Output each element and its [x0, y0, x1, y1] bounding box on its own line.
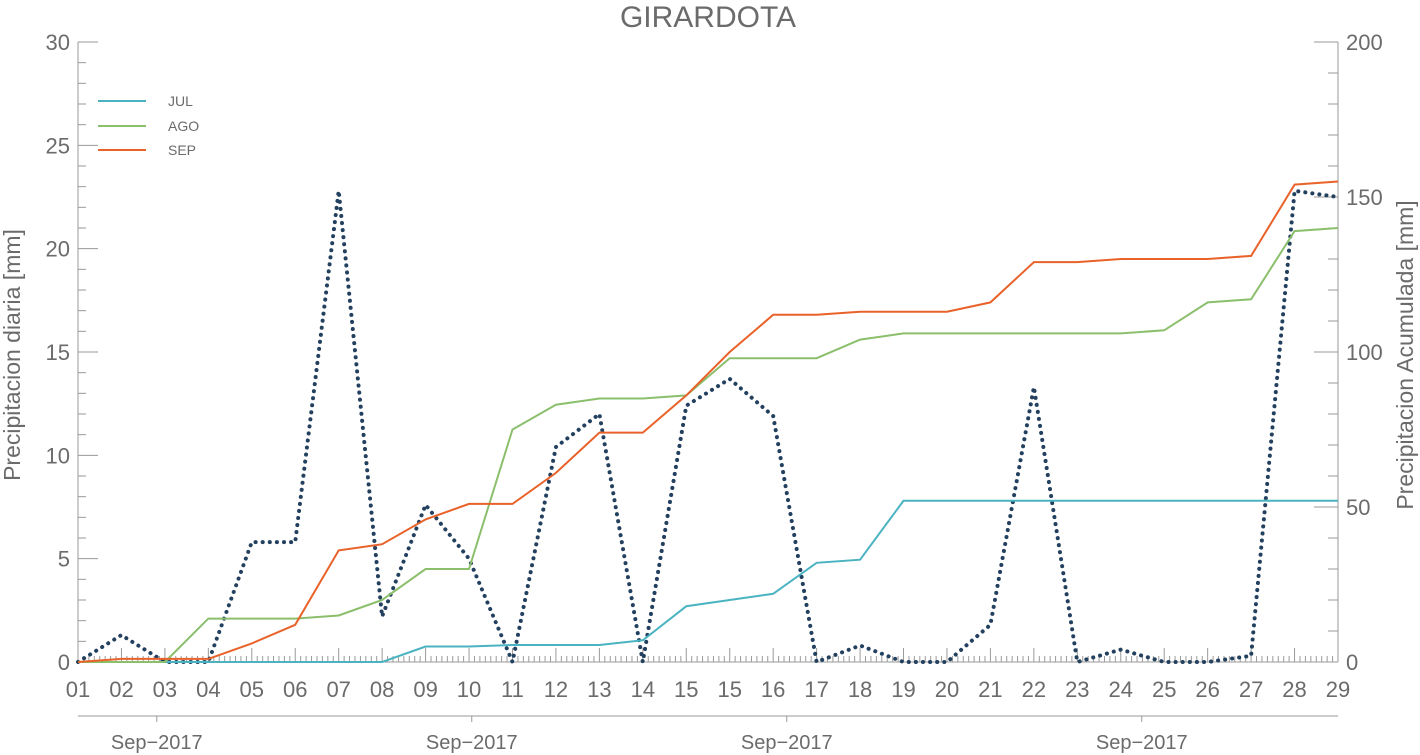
axes: [77, 41, 1339, 722]
y-right-tick-label: 200: [1346, 30, 1383, 55]
x-tick-label: 23: [1065, 677, 1089, 702]
x-month-label: Sep−2017: [426, 732, 518, 754]
x-tick-label: 28: [1282, 677, 1306, 702]
x-tick-label: 07: [326, 677, 350, 702]
y-right-tick-label: 100: [1346, 340, 1383, 365]
x-tick-label: 14: [631, 677, 655, 702]
series-line-sep: [77, 180, 1339, 663]
x-tick-label: 06: [283, 677, 307, 702]
legend-label-jul: JUL: [168, 93, 193, 109]
x-month-label: Sep−2017: [741, 732, 833, 754]
daily-precipitation-line: [76, 188, 1340, 669]
legend-label-ago: AGO: [168, 118, 199, 134]
x-tick-label: 15: [674, 677, 698, 702]
legend: JUL AGO SEP: [98, 93, 199, 158]
x-tick-label: 03: [153, 677, 177, 702]
y-left-tick-label: 30: [46, 30, 70, 55]
x-tick-label: 24: [1109, 677, 1133, 702]
y-axis-right-title: Precipitacion Acumulada [mm]: [1392, 200, 1418, 509]
x-tick-label: 16: [761, 677, 785, 702]
x-month-label: Sep−2017: [111, 732, 203, 754]
x-tick-label: 26: [1195, 677, 1219, 702]
y-left-tick-label: 15: [46, 340, 70, 365]
x-tick-label: 08: [370, 677, 394, 702]
x-tick-label: 18: [848, 677, 872, 702]
y-right-tick-label: 50: [1346, 495, 1370, 520]
x-tick-label: 27: [1239, 677, 1263, 702]
x-tick-label: 20: [935, 677, 959, 702]
y-right-tick-label: 0: [1346, 650, 1358, 675]
y-left-tick-label: 25: [46, 133, 70, 158]
x-tick-label: 09: [413, 677, 437, 702]
x-tick-label: 10: [457, 677, 481, 702]
x-tick-label: 25: [1152, 677, 1176, 702]
x-tick-label: 19: [891, 677, 915, 702]
x-tick-label: 21: [978, 677, 1002, 702]
x-tick-label: 17: [804, 677, 828, 702]
x-month-label: Sep−2017: [1096, 732, 1188, 754]
x-tick-label: 29: [1326, 677, 1350, 702]
series-line-ago: [78, 227, 1339, 663]
x-tick-label: 05: [240, 677, 264, 702]
y-axis-left-title: Precipitacion diaria [mm]: [0, 229, 25, 481]
series-line-jul: [78, 499, 1338, 663]
series-layer: [76, 180, 1340, 669]
x-tick-label: 01: [66, 677, 90, 702]
y-right-tick-label: 150: [1346, 185, 1383, 210]
y-left-tick-label: 0: [58, 650, 70, 675]
x-tick-label: 13: [587, 677, 611, 702]
y-left-tick-label: 10: [46, 443, 70, 468]
x-tick-label: 04: [196, 677, 220, 702]
x-tick-label: 02: [109, 677, 133, 702]
x-tick-label: 15: [717, 677, 741, 702]
x-tick-label: 12: [544, 677, 568, 702]
y-left-tick-label: 20: [46, 237, 70, 262]
legend-label-sep: SEP: [168, 142, 196, 158]
x-tick-label: 11: [501, 677, 524, 702]
chart-title: GIRARDOTA: [620, 1, 796, 34]
x-tick-label: 22: [1022, 677, 1046, 702]
y-left-tick-label: 5: [58, 547, 70, 572]
